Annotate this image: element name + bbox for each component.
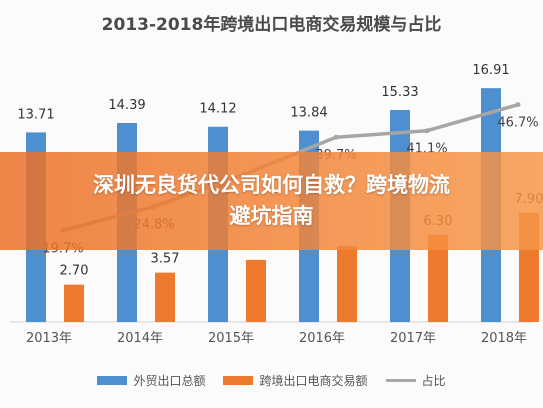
x-tick-2015年: 2015年 [208,331,254,346]
label-export-total-2014年: 14.39 [108,98,145,113]
legend-swatch-ecommerce [223,375,254,385]
headline-text: 深圳无良货代公司如何自救？跨境物流避坑指南 [93,173,450,228]
label-export-total-2015年: 14.12 [199,102,236,117]
headline-banner: 深圳无良货代公司如何自救？跨境物流避坑指南 [0,152,543,250]
label-share-2018年: 46.7% [497,116,538,131]
x-tick-2016年: 2016年 [299,331,345,346]
legend-swatch-export-total [97,375,128,385]
x-tick-2013年: 2013年 [26,331,72,346]
x-tick-2014年: 2014年 [117,331,163,346]
label-export-total-2018年: 16.91 [472,63,509,78]
bar-ecommerce-2013年 [64,284,84,322]
chart-title: 2013-2018年跨境出口电商交易规模与占比 [101,15,442,35]
legend-item-ecommerce: 跨境出口电商交易额 [223,372,368,389]
point-share-2017年 [424,128,430,134]
legend-label-ecommerce: 跨境出口电商交易额 [259,373,368,388]
label-ecommerce-2013年: 2.70 [60,264,89,279]
legend-label-export-total: 外贸出口总额 [133,373,206,388]
label-ecommerce-2014年: 3.57 [151,252,180,267]
legend-item-export-total: 外贸出口总额 [97,372,205,389]
chart-legend: 外贸出口总额 跨境出口电商交易额 占比 [0,369,543,391]
point-share-2016年 [333,134,339,140]
legend-item-share: 占比 [385,372,446,389]
bar-ecommerce-2016年 [337,245,357,322]
label-export-total-2013年: 13.71 [17,107,54,122]
x-tick-2017年: 2017年 [390,331,436,346]
legend-label-share: 占比 [421,373,446,388]
bar-ecommerce-2017年 [428,234,448,322]
bar-ecommerce-2015年 [246,259,266,322]
x-tick-2018年: 2018年 [481,331,527,346]
label-export-total-2017年: 15.33 [381,85,418,100]
bar-ecommerce-2014年 [155,272,175,322]
label-export-total-2016年: 13.84 [290,106,327,121]
point-share-2018年 [515,102,521,108]
legend-swatch-share [385,378,416,382]
